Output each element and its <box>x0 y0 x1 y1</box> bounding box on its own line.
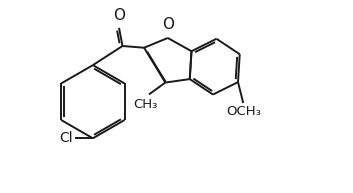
Text: O: O <box>162 17 174 32</box>
Text: OCH₃: OCH₃ <box>226 105 261 119</box>
Text: CH₃: CH₃ <box>133 97 158 111</box>
Text: Cl: Cl <box>59 131 73 145</box>
Text: O: O <box>113 8 125 23</box>
